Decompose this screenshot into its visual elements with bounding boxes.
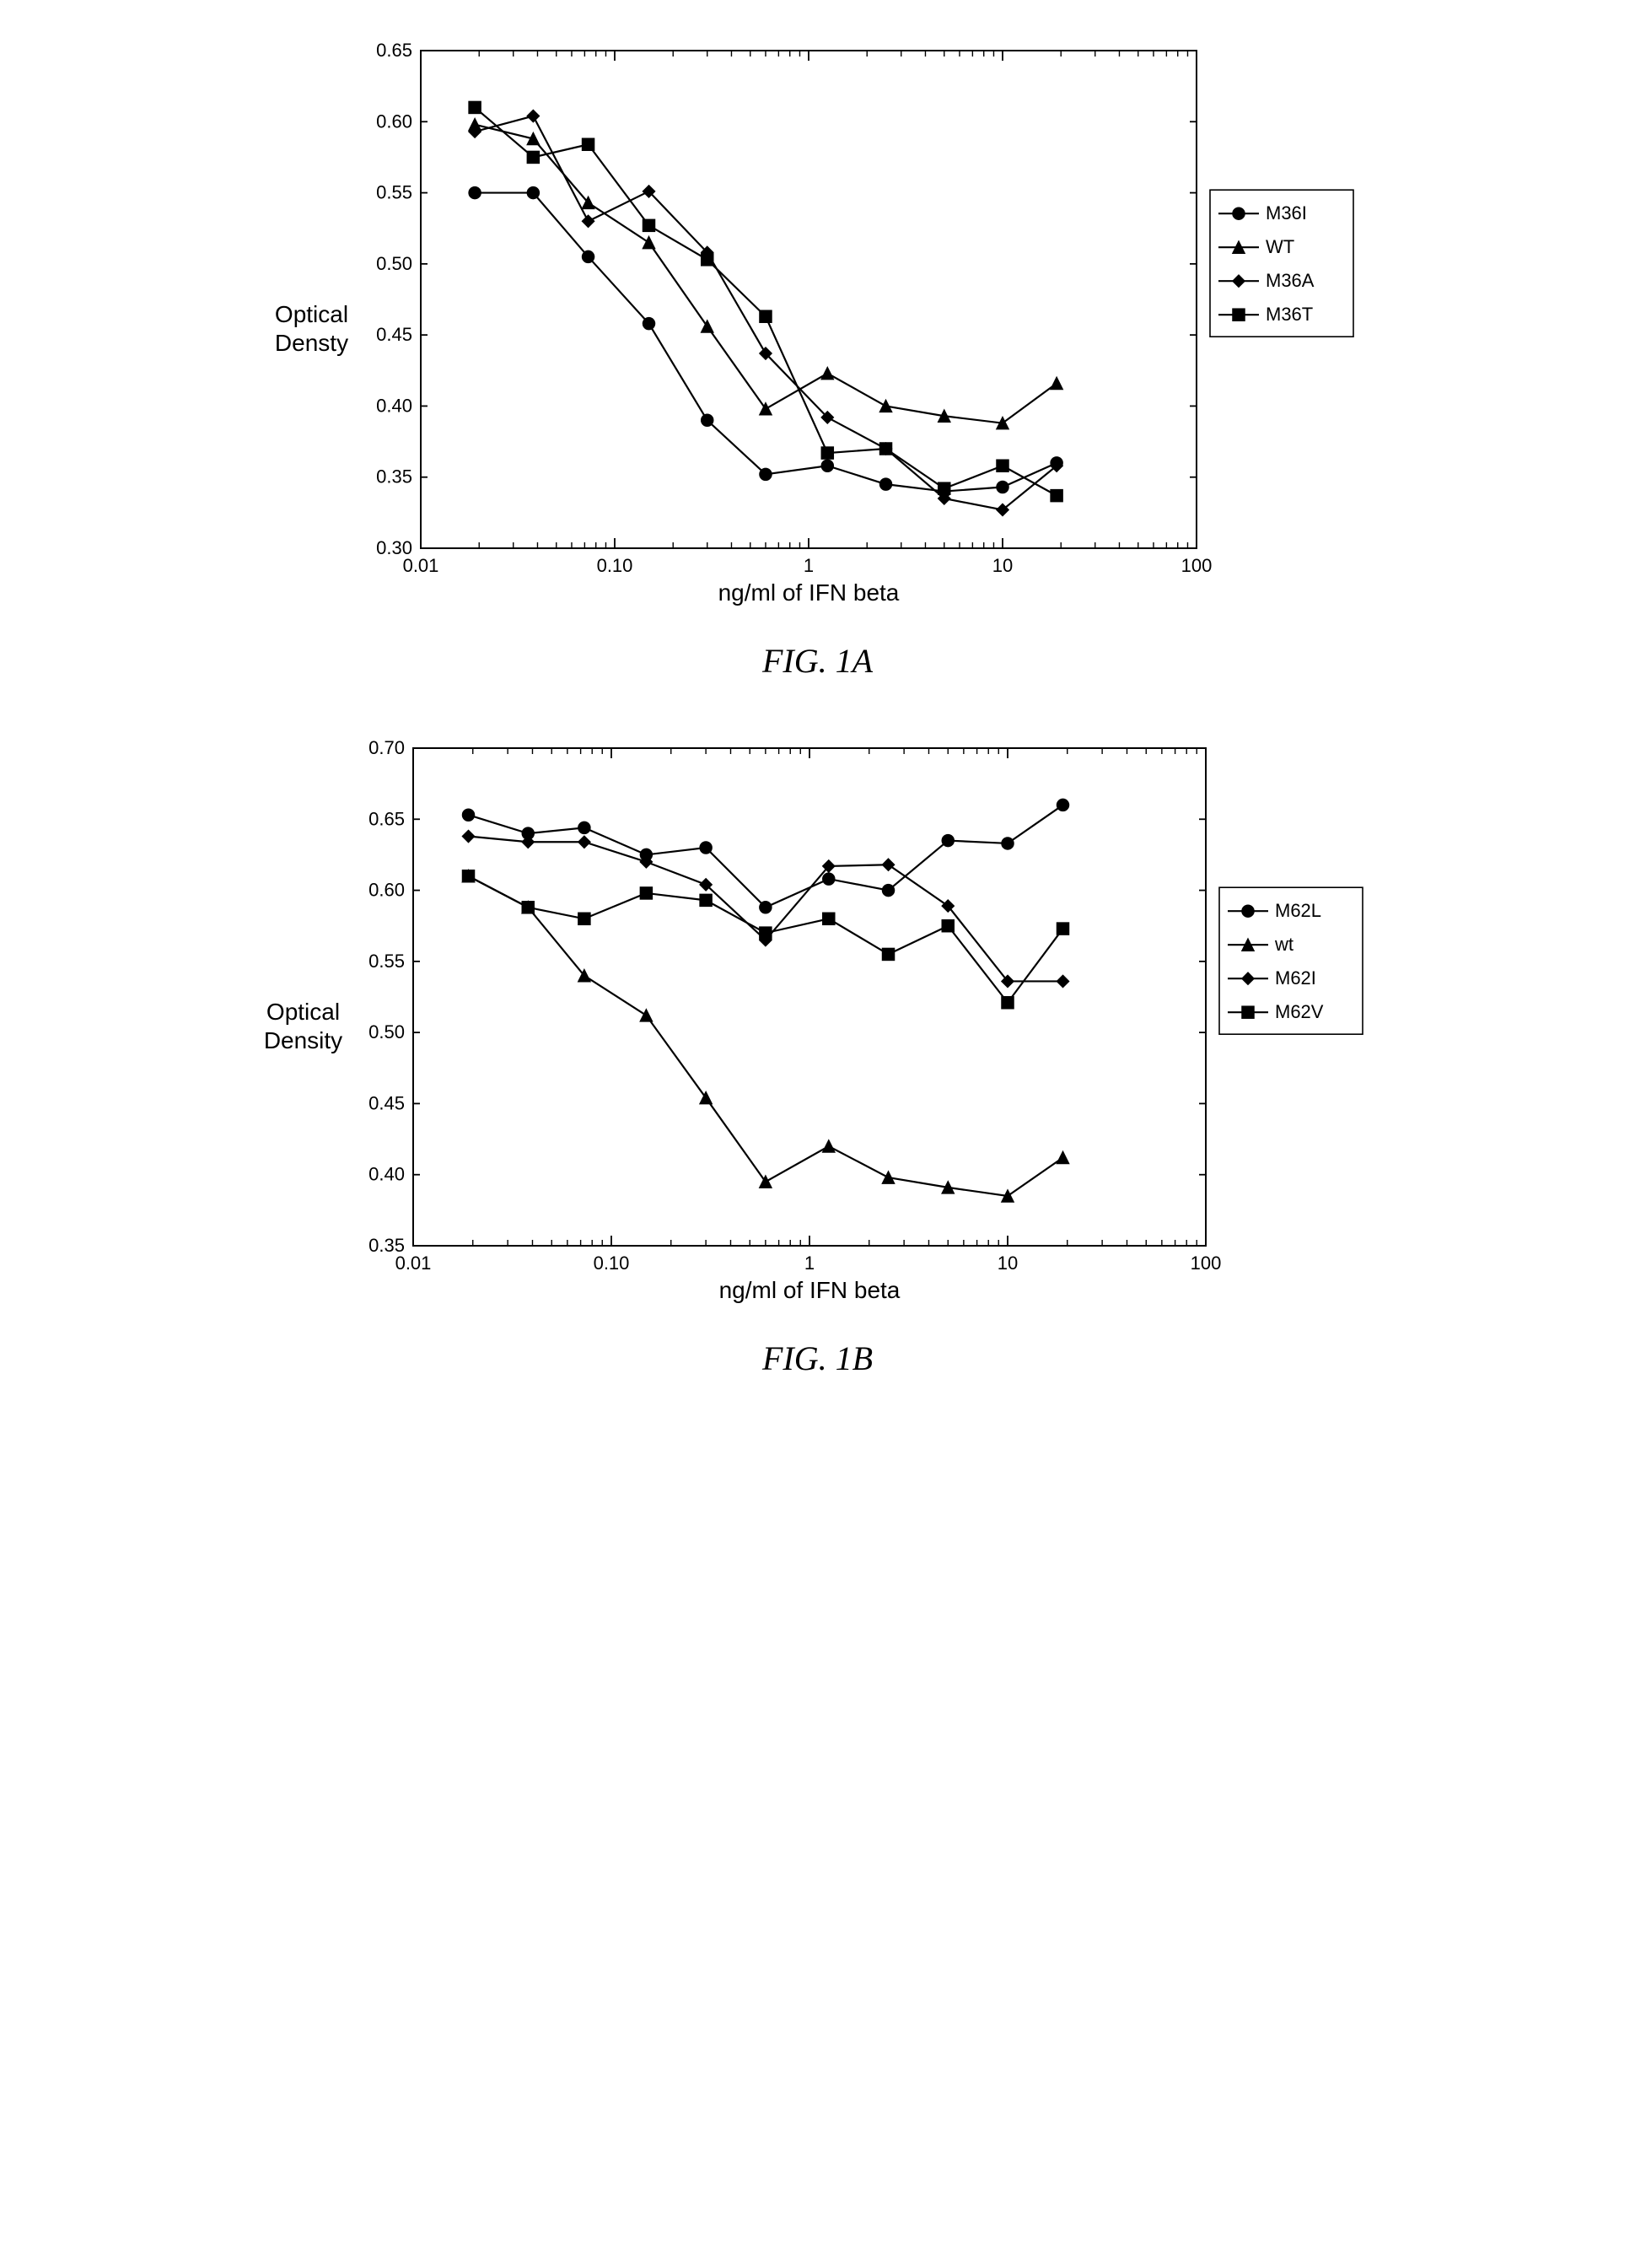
ylabel-container-a: Optical Densty xyxy=(274,300,350,357)
svg-text:M36A: M36A xyxy=(1266,270,1315,291)
svg-text:10: 10 xyxy=(998,1253,1018,1274)
svg-text:100: 100 xyxy=(1191,1253,1222,1274)
svg-text:M62I: M62I xyxy=(1275,967,1316,989)
ylabel-container-b: Optical Density xyxy=(264,998,342,1054)
svg-text:ng/ml of IFN beta: ng/ml of IFN beta xyxy=(719,1277,901,1303)
svg-text:0.10: 0.10 xyxy=(596,555,632,576)
svg-text:0.55: 0.55 xyxy=(368,951,405,972)
svg-text:0.45: 0.45 xyxy=(368,1092,405,1113)
svg-text:WT: WT xyxy=(1266,236,1294,257)
svg-text:0.65: 0.65 xyxy=(368,808,405,829)
ylabel-a-1: Optical xyxy=(274,300,350,329)
svg-text:0.35: 0.35 xyxy=(376,466,412,488)
caption-a: FIG. 1A xyxy=(186,641,1450,681)
svg-text:0.40: 0.40 xyxy=(376,395,412,416)
svg-text:M36T: M36T xyxy=(1266,304,1313,325)
svg-text:M62L: M62L xyxy=(1275,900,1321,921)
svg-text:0.01: 0.01 xyxy=(395,1253,432,1274)
svg-text:1: 1 xyxy=(804,1253,815,1274)
chart-b-svg: 0.350.400.450.500.550.600.650.700.010.10… xyxy=(346,731,1371,1322)
svg-text:0.50: 0.50 xyxy=(368,1021,405,1042)
chart-row-a: Optical Densty 0.300.350.400.450.500.550… xyxy=(186,34,1450,624)
svg-text:0.45: 0.45 xyxy=(376,324,412,345)
svg-text:0.10: 0.10 xyxy=(594,1253,630,1274)
svg-text:M36I: M36I xyxy=(1266,202,1307,224)
svg-text:0.70: 0.70 xyxy=(368,737,405,758)
svg-text:100: 100 xyxy=(1181,555,1212,576)
svg-text:ng/ml of IFN beta: ng/ml of IFN beta xyxy=(718,579,899,606)
ylabel-a-2: Densty xyxy=(274,329,350,358)
chart-row-b: Optical Density 0.350.400.450.500.550.60… xyxy=(186,731,1450,1322)
svg-text:0.01: 0.01 xyxy=(402,555,438,576)
figure-1a: Optical Densty 0.300.350.400.450.500.550… xyxy=(186,34,1450,681)
svg-text:10: 10 xyxy=(992,555,1012,576)
svg-text:M62V: M62V xyxy=(1275,1001,1324,1022)
svg-text:0.60: 0.60 xyxy=(368,880,405,901)
svg-text:0.40: 0.40 xyxy=(368,1164,405,1185)
chart-a-svg: 0.300.350.400.450.500.550.600.650.010.10… xyxy=(353,34,1362,624)
caption-b: FIG. 1B xyxy=(186,1339,1450,1378)
svg-text:0.50: 0.50 xyxy=(376,253,412,274)
svg-text:0.65: 0.65 xyxy=(376,40,412,61)
svg-text:0.55: 0.55 xyxy=(376,182,412,203)
svg-text:0.60: 0.60 xyxy=(376,110,412,132)
svg-text:1: 1 xyxy=(803,555,813,576)
figure-1b: Optical Density 0.350.400.450.500.550.60… xyxy=(186,731,1450,1378)
ylabel-b-1: Optical xyxy=(264,998,342,1026)
ylabel-b-2: Density xyxy=(264,1026,342,1055)
svg-text:wt: wt xyxy=(1274,934,1293,955)
